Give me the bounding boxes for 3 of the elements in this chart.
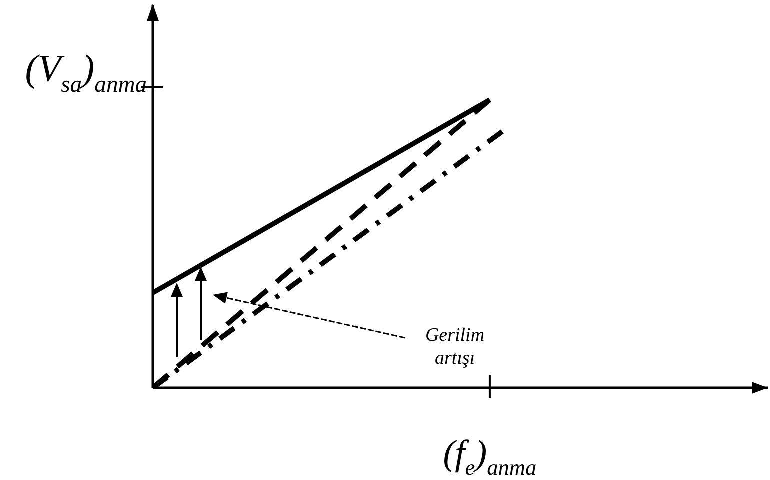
y-axis-title: (V$_{sa}$)$_{anma}$ (25, 48, 147, 98)
x-axis-title: (f$_{e}$)$_{anma}$ (443, 433, 537, 480)
annotation: Gerilim artışı (425, 325, 485, 369)
